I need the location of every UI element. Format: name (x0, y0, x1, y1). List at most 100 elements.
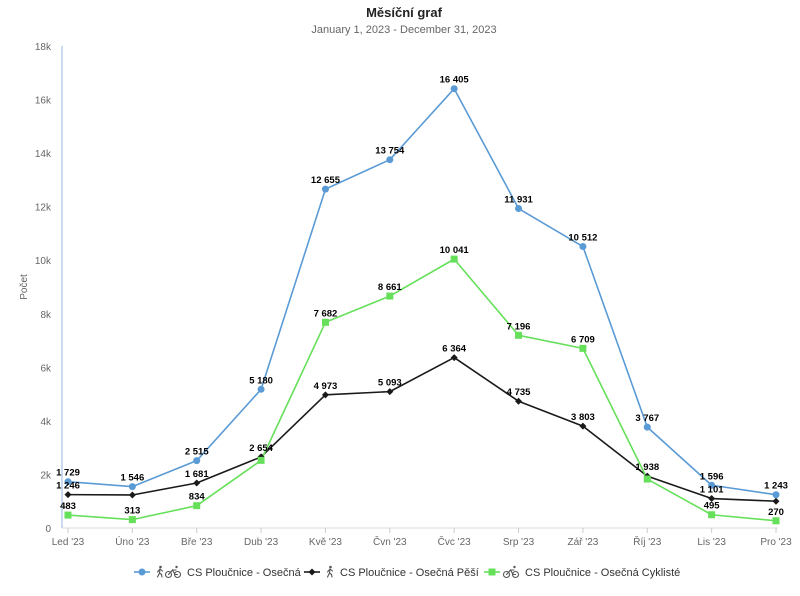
series-2-point[interactable] (450, 255, 458, 263)
y-ticks: 0 2k 4k 6k 8k 10k 12k 14k 16k 18k (35, 42, 52, 535)
x-tick-label: Led '23 (52, 537, 85, 548)
series-0-point[interactable] (515, 205, 523, 213)
x-ticks: Led '23 Úno '23 Bře '23 Dub '23 Kvě '23 Čvn '… (52, 528, 792, 548)
series-1-point[interactable] (64, 491, 72, 499)
series-1-point[interactable] (321, 391, 329, 399)
legend-label: CS Ploučnice - Osečná (187, 567, 302, 579)
y-tick-label: 18k (35, 42, 52, 53)
series-2-point[interactable] (128, 516, 136, 524)
legend: CS Ploučnice - Osečná CS Ploučnice - Oseč… (134, 565, 680, 579)
y-tick-label: 2k (40, 470, 52, 481)
chart-subtitle: January 1, 2023 - December 31, 2023 (311, 24, 496, 36)
legend-item-0[interactable]: CS Ploučnice - Osečná (134, 565, 302, 579)
data-label: 7 196 (507, 321, 531, 332)
pedestrian-icon (326, 565, 334, 578)
x-tick-label: Srp '23 (503, 537, 535, 548)
series-0-point[interactable] (450, 85, 458, 93)
series-1-point[interactable] (515, 397, 523, 405)
series-0-point[interactable] (128, 483, 136, 491)
series-1-line (67, 356, 777, 503)
series-2-point[interactable] (579, 344, 587, 352)
y-tick-label: 14k (35, 149, 52, 160)
series-2-point[interactable] (257, 456, 265, 464)
data-label: 1 246 (56, 481, 80, 492)
series-1-point[interactable] (772, 497, 780, 505)
data-label: 1 101 (700, 485, 724, 496)
series-lines (67, 87, 777, 522)
data-label: 11 931 (504, 195, 533, 206)
bicycle-icon (164, 565, 182, 579)
data-label: 3 767 (635, 413, 659, 424)
series-1-point[interactable] (386, 388, 394, 396)
data-label: 3 803 (571, 412, 595, 423)
y-tick-label: 0 (45, 524, 51, 535)
series-2-line (67, 258, 777, 522)
x-tick-label: Úno '23 (115, 535, 150, 548)
series-1-point[interactable] (450, 354, 458, 362)
series-0-point[interactable] (386, 156, 394, 164)
series-2-point[interactable] (708, 511, 716, 519)
x-tick-label: Čvn '23 (373, 535, 407, 548)
data-label: 12 655 (311, 175, 341, 186)
bicycle-icon (502, 565, 520, 579)
legend-item-1[interactable]: CS Ploučnice - Osečná Pěší (304, 565, 479, 579)
y-tick-label: 6k (40, 363, 52, 374)
legend-marker (488, 568, 496, 576)
series-1-point[interactable] (708, 495, 716, 503)
data-label: 834 (189, 492, 206, 503)
x-tick-label: Bře '23 (181, 537, 213, 548)
data-label: 10 512 (568, 233, 597, 244)
data-label: 270 (768, 507, 784, 518)
data-label: 6 709 (571, 334, 595, 345)
y-tick-label: 8k (40, 310, 52, 321)
data-label: 2 515 (185, 447, 209, 458)
series-2-point[interactable] (321, 318, 329, 326)
series-2-point[interactable] (515, 331, 523, 339)
data-label: 495 (704, 501, 721, 512)
data-label: 5 093 (378, 378, 402, 389)
legend-marker (308, 568, 316, 576)
series-0-point[interactable] (772, 491, 780, 499)
series-1-point[interactable] (579, 422, 587, 430)
series-2-point[interactable] (64, 511, 72, 519)
series-0-point[interactable] (579, 243, 587, 251)
legend-label: CS Ploučnice - Osečná Cyklisté (525, 567, 680, 579)
x-tick-label: Lis '23 (697, 537, 726, 548)
pedestrian-icon (156, 565, 164, 578)
data-label: 6 364 (442, 344, 466, 355)
data-label: 4 973 (314, 381, 338, 392)
y-tick-label: 12k (35, 203, 52, 214)
y-axis-label: Počet (19, 274, 30, 300)
series-0-point[interactable] (64, 478, 72, 486)
series-2-point[interactable] (386, 292, 394, 300)
x-tick-label: Říj '23 (633, 535, 661, 548)
series-0-point[interactable] (643, 423, 651, 431)
data-label: 1 546 (120, 473, 144, 484)
series-1-point[interactable] (128, 491, 136, 499)
series-0-point[interactable] (708, 481, 716, 489)
data-label: 313 (124, 506, 140, 517)
series-0-point[interactable] (257, 385, 265, 393)
data-labels: 1 729 1 546 2 515 5 180 12 655 13 754 16 405 11… (56, 75, 788, 518)
data-label: 5 180 (249, 375, 273, 386)
series-2-point[interactable] (772, 517, 780, 525)
series-2-point[interactable] (643, 475, 651, 483)
chart-title: Měsíční graf (366, 5, 443, 20)
y-tick-label: 10k (35, 256, 52, 267)
data-label: 1 681 (185, 469, 209, 480)
data-label: 483 (60, 501, 76, 512)
series-0-point[interactable] (193, 457, 201, 465)
y-tick-label: 4k (40, 417, 52, 428)
data-label: 1 729 (56, 468, 80, 479)
series-0-point[interactable] (321, 185, 329, 193)
data-label: 7 682 (314, 308, 338, 319)
x-tick-label: Kvě '23 (309, 537, 342, 548)
data-label: 13 754 (375, 146, 405, 157)
series-1-point[interactable] (193, 479, 201, 487)
series-2-point[interactable] (193, 502, 201, 510)
data-label: 1 596 (700, 471, 724, 482)
legend-item-2[interactable]: CS Ploučnice - Osečná Cyklisté (484, 565, 680, 579)
legend-marker (138, 568, 146, 576)
data-label: 2 654 (249, 443, 273, 454)
